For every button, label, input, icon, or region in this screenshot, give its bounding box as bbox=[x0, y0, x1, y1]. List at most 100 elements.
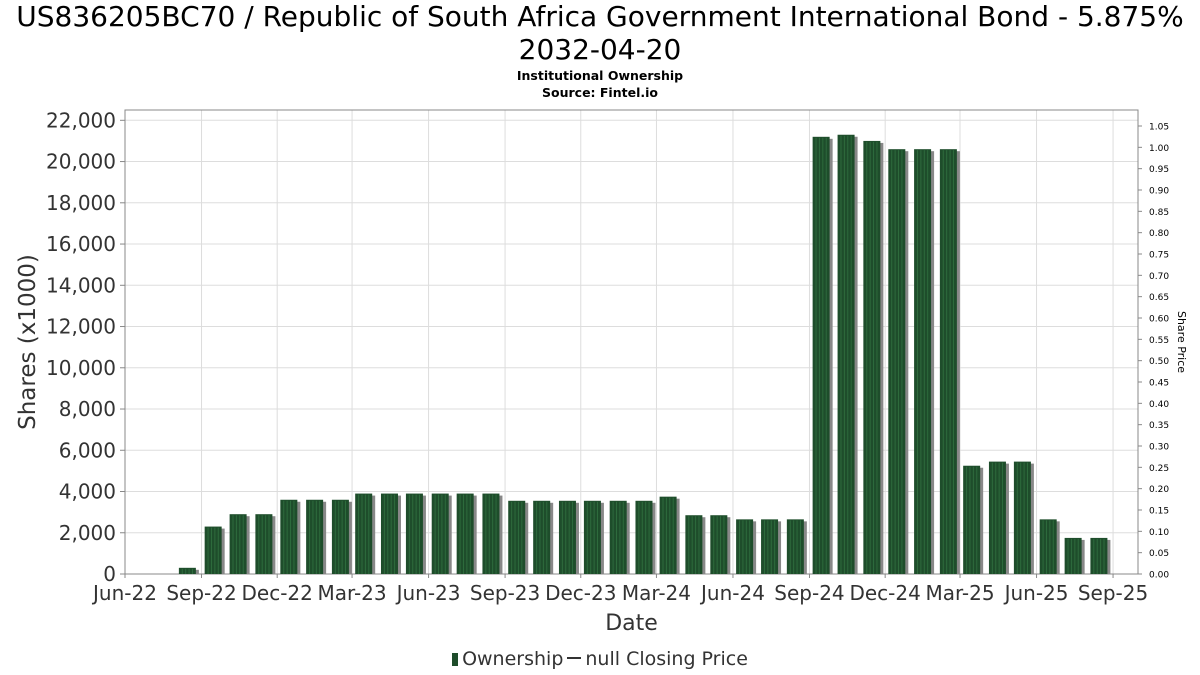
bar-series-ownership bbox=[178, 134, 1111, 574]
bar-group bbox=[736, 519, 757, 574]
y2-tick-label: 0.85 bbox=[1149, 208, 1169, 218]
chart-subtitle-line1: Institutional Ownership bbox=[516, 68, 684, 83]
x-axis: Jun-22 Sep-22 Dec-22 Mar-23 Jun-23 Sep-23 Dec-… bbox=[91, 574, 1148, 605]
x-tick-label: Dec-24 bbox=[849, 581, 920, 605]
bar-group bbox=[863, 140, 884, 574]
bar-group bbox=[710, 515, 731, 574]
chart-subtitle: Institutional Ownership Source: Fintel.i… bbox=[0, 67, 1200, 101]
bar-group bbox=[558, 500, 579, 574]
bar-group bbox=[355, 493, 376, 574]
y2-tick-label: 0.35 bbox=[1149, 421, 1169, 431]
bar-group bbox=[255, 514, 276, 574]
bar bbox=[837, 134, 855, 574]
y-tick-label: 2,000 bbox=[59, 521, 116, 545]
y2-tick-label: 0.25 bbox=[1149, 464, 1169, 474]
y2-tick-label: 0.70 bbox=[1149, 272, 1169, 282]
bar-group bbox=[812, 136, 833, 574]
bar bbox=[939, 149, 957, 574]
x-tick-label: Jun-22 bbox=[91, 581, 157, 605]
bar-group bbox=[761, 519, 782, 574]
bar bbox=[888, 149, 906, 574]
bar-group bbox=[533, 500, 554, 574]
y2-tick-label: 0.15 bbox=[1149, 507, 1169, 517]
chart-subtitle-line2: Source: Fintel.io bbox=[542, 85, 658, 100]
bar-group bbox=[635, 500, 656, 574]
bar-group bbox=[786, 519, 807, 574]
bar bbox=[609, 500, 627, 574]
x-tick-label: Jun-25 bbox=[1003, 581, 1069, 605]
y2-tick-label: 0.10 bbox=[1149, 528, 1169, 538]
bar bbox=[405, 493, 423, 574]
x-tick-label: Mar-24 bbox=[622, 581, 691, 605]
bar-group bbox=[609, 500, 630, 574]
bar bbox=[331, 499, 349, 574]
bar bbox=[710, 515, 728, 574]
y-tick-label: 0 bbox=[103, 562, 116, 586]
y-tick-label: 22,000 bbox=[46, 108, 116, 132]
bar-group bbox=[178, 567, 199, 574]
bar bbox=[1039, 519, 1057, 574]
bar bbox=[1064, 537, 1082, 574]
y2-tick-label: 1.05 bbox=[1149, 123, 1169, 133]
bar bbox=[583, 500, 601, 574]
x-tick-label: Sep-24 bbox=[774, 581, 844, 605]
x-tick-label: Jun-23 bbox=[395, 581, 461, 605]
chart-title: US836205BC70 / Republic of South Africa … bbox=[0, 0, 1200, 66]
bar bbox=[963, 465, 981, 574]
bar-group bbox=[1090, 537, 1111, 574]
x-tick-label: Dec-23 bbox=[545, 581, 616, 605]
bar-group bbox=[659, 496, 680, 574]
y2-tick-label: 0.65 bbox=[1149, 293, 1169, 303]
y2-tick-label: 0.00 bbox=[1149, 571, 1169, 581]
y-tick-label: 16,000 bbox=[46, 232, 116, 256]
ownership-chart: 0 2,000 4,000 6,000 8,000 10,000 12,000 14,000 1… bbox=[15, 108, 1188, 636]
bar bbox=[508, 500, 526, 574]
y2-tick-label: 1.00 bbox=[1149, 144, 1169, 154]
bar-group bbox=[229, 514, 250, 574]
y-axis-label: Shares (x1000) bbox=[15, 254, 41, 430]
bar-group bbox=[583, 500, 604, 574]
y-axis-right: 0.00 0.05 0.10 0.15 0.20 0.25 0.30 0.35 0.40 0.45… bbox=[1138, 123, 1169, 581]
bar bbox=[736, 519, 754, 574]
y2-tick-label: 0.45 bbox=[1149, 379, 1169, 389]
bar bbox=[482, 493, 500, 574]
legend-ownership-label: Ownership bbox=[462, 648, 564, 670]
bar-group bbox=[837, 134, 858, 574]
bar bbox=[812, 136, 830, 574]
x-tick-label: Mar-25 bbox=[925, 581, 994, 605]
bar-group bbox=[508, 500, 529, 574]
y-tick-label: 4,000 bbox=[59, 480, 116, 504]
bar bbox=[380, 493, 398, 574]
bar bbox=[204, 526, 222, 574]
bar bbox=[635, 500, 653, 574]
bar bbox=[306, 499, 324, 574]
y2-tick-label: 0.20 bbox=[1149, 485, 1169, 495]
bar bbox=[761, 519, 779, 574]
bar bbox=[659, 496, 677, 574]
bar-group bbox=[405, 493, 426, 574]
bar bbox=[456, 493, 474, 574]
bar-group bbox=[204, 526, 225, 574]
x-tick-label: Mar-23 bbox=[317, 581, 386, 605]
bar bbox=[685, 515, 703, 574]
bar-group bbox=[482, 493, 503, 574]
y-tick-label: 12,000 bbox=[46, 315, 116, 339]
x-tick-label: Dec-22 bbox=[242, 581, 313, 605]
x-tick-label: Jun-24 bbox=[699, 581, 765, 605]
bar-group bbox=[963, 465, 984, 574]
chart-title-line1: US836205BC70 / Republic of South Africa … bbox=[16, 0, 1184, 33]
grid-lines bbox=[124, 110, 1138, 575]
bar bbox=[1013, 461, 1031, 574]
bar-group bbox=[306, 499, 327, 574]
y-axis-left: 0 2,000 4,000 6,000 8,000 10,000 12,000 14,000 1… bbox=[46, 108, 125, 586]
y2-tick-label: 0.05 bbox=[1149, 549, 1169, 559]
y-tick-label: 20,000 bbox=[46, 150, 116, 174]
x-tick-label: Sep-22 bbox=[166, 581, 236, 605]
y2-tick-label: 0.40 bbox=[1149, 400, 1169, 410]
bar-group bbox=[914, 149, 935, 574]
y2-tick-label: 0.55 bbox=[1149, 336, 1169, 346]
bar bbox=[863, 140, 881, 574]
y-tick-label: 6,000 bbox=[59, 438, 116, 462]
bar-group bbox=[331, 499, 352, 574]
bar-group bbox=[988, 461, 1009, 574]
